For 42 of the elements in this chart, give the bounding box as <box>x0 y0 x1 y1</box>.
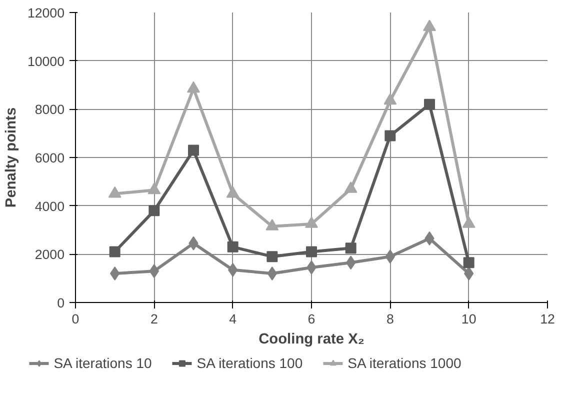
x-tick-label: 8 <box>386 312 394 326</box>
legend-label: SA iterations 1000 <box>348 355 462 371</box>
y-tick-label: 0 <box>57 296 65 310</box>
point <box>344 181 358 193</box>
x-tick-label: 2 <box>150 312 158 326</box>
point <box>384 130 396 142</box>
point <box>423 20 436 31</box>
point <box>306 246 317 258</box>
point <box>110 266 120 280</box>
x-tick-label: 0 <box>72 312 80 326</box>
point <box>305 216 318 228</box>
point <box>187 81 200 93</box>
point <box>148 205 160 216</box>
point <box>226 186 240 198</box>
point <box>148 182 161 194</box>
point <box>463 257 474 268</box>
point <box>227 241 238 252</box>
y-tick-label: 6000 <box>34 150 65 166</box>
legend-label: SA iterations 10 <box>54 355 152 371</box>
point <box>266 251 278 262</box>
x-axis-title: Cooling rate X₂ <box>258 332 364 348</box>
point <box>109 246 120 258</box>
x-tick-label: 4 <box>229 312 238 326</box>
x-tick-label: 10 <box>461 312 476 326</box>
y-tick-label: 2000 <box>34 247 65 262</box>
point <box>464 266 474 280</box>
point <box>424 98 435 110</box>
y-axis-title: Penalty points <box>3 107 20 208</box>
point <box>267 266 277 280</box>
point <box>384 93 397 105</box>
point <box>188 144 199 156</box>
point <box>462 216 476 228</box>
y-tick-label: 4000 <box>34 198 65 214</box>
point <box>345 242 356 254</box>
x-tick-label: 6 <box>308 312 316 326</box>
point <box>108 186 122 198</box>
legend-label: SA iterations 100 <box>196 355 303 371</box>
y-tick-label: 12000 <box>27 6 64 20</box>
point <box>266 218 279 230</box>
y-tick-label: 10000 <box>27 54 64 69</box>
x-tick-label: 12 <box>540 312 555 326</box>
y-tick-label: 8000 <box>34 102 65 118</box>
